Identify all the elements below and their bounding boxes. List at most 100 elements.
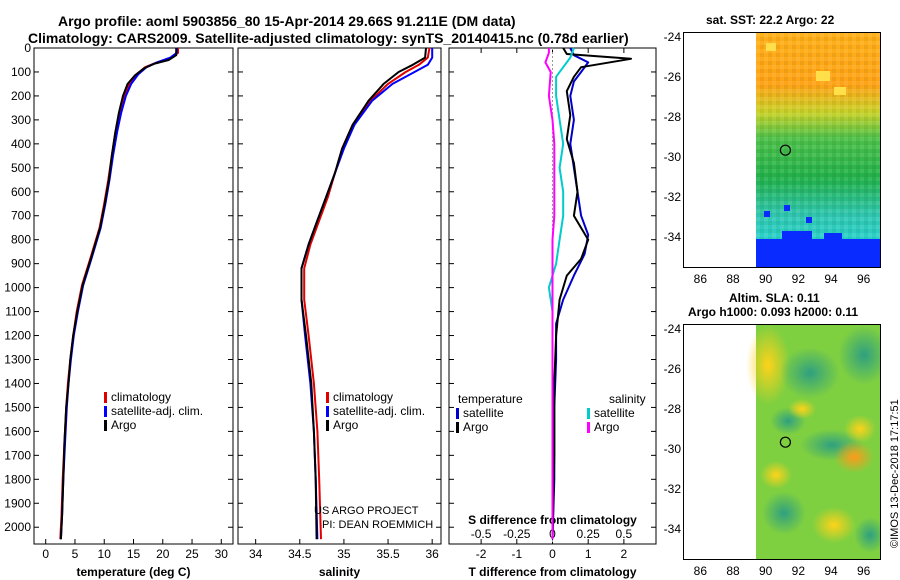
x-tick-label: 2 [621,547,628,561]
legend-item: satellite-adj. clim. [104,404,203,418]
sst-map-title: sat. SST: 22.2 Argo: 22 [706,13,835,27]
x-tick-label: 35 [337,547,351,561]
x-tick-label: 20 [156,547,170,561]
legend-item: Argo [326,418,425,432]
map-x-tick-label: 88 [726,564,740,578]
map-x-tick-label: 92 [792,564,806,578]
map-y-tick-label: -24 [664,30,682,44]
sla-map-title: Altim. SLA: 0.11 [729,291,820,305]
credit-pi: PI: DEAN ROEMMICH [322,519,434,531]
difference-legend-salinity: salinity satellite Argo [587,392,646,434]
x-axis-label: temperature (deg C) [76,565,190,579]
map-y-tick-label: -32 [664,482,682,496]
y-tick-label: 400 [11,137,31,151]
series-line-salinity-argo [544,48,556,540]
x-top-tick-label: 0.25 [577,527,601,541]
salinity-frame [237,47,442,545]
y-tick-label: 1000 [4,281,31,295]
y-tick-label: 500 [11,161,31,175]
salinity-legend: climatology satellite-adj. clim. Argo [326,390,425,432]
y-tick-label: 1600 [4,424,31,438]
x-tick-label: -1 [511,547,522,561]
figure-title-line1: Argo profile: aoml 5903856_80 15-Apr-201… [58,13,516,29]
map-y-tick-label: -24 [664,322,682,336]
x-tick-label: 0 [549,547,556,561]
temperature-legend: climatology satellite-adj. clim. Argo [104,390,203,432]
y-tick-label: 1400 [4,376,31,390]
y-tick-label: 1900 [4,496,31,510]
sla-map-heatmap [746,325,880,559]
sla-map-axes: 86 88 90 92 94 96 -24 -26 -28 -30 -32 -34 [664,322,871,578]
map-x-tick-label: 86 [694,272,708,286]
y-tick-label: 200 [11,89,31,103]
map-x-tick-label: 90 [759,272,773,286]
y-tick-label: 600 [11,185,31,199]
x-tick-label: 15 [127,547,141,561]
map-y-tick-label: -34 [664,522,682,536]
legend-item: climatology [104,390,203,404]
legend-title: temperature [458,392,523,406]
y-tick-label: 0 [24,41,31,55]
y-tick-label: 100 [11,65,31,79]
x-tick-label: -2 [476,547,487,561]
figure-title-line2: Climatology: CARS2009. Satellite-adjuste… [28,30,629,46]
sst-cold-patches [756,205,880,267]
x-tick-label: 1 [585,547,592,561]
y-tick-label: 300 [11,113,31,127]
series-line-argo [300,47,427,540]
sst-map-heatmap [756,33,880,267]
map-y-tick-label: -26 [664,362,682,376]
map-x-tick-label: 86 [694,564,708,578]
y-tick-label: 1300 [4,352,31,366]
temperature-frame [33,47,234,545]
series-line-temperature-argo [551,47,632,540]
sst-map-axes: 86 88 90 92 94 96 -24 -26 -28 -30 -32 -34 [664,30,871,286]
x-tick-label: 34 [249,547,263,561]
sst-warm-patches [766,43,846,95]
x-tick-label: 35.5 [376,547,400,561]
y-tick-label: 800 [11,233,31,247]
series-line-argo [59,48,178,540]
sla-map-subtitle: Argo h1000: 0.093 h2000: 0.11 [688,305,859,319]
x-top-tick-label: 0.5 [616,527,633,541]
y-tick-label: 1700 [4,448,31,462]
y-tick-label: 900 [11,257,31,271]
legend-item: satellite [587,406,646,420]
x-top-tick-label: -0.5 [471,527,492,541]
credit-imos: ©IMOS 13-Dec-2018 17:17:51 [889,399,900,548]
series-line-climatology [303,47,431,540]
map-y-tick-label: -30 [664,150,682,164]
map-x-tick-label: 88 [726,272,740,286]
map-x-tick-label: 92 [792,272,806,286]
y-tick-label: 1500 [4,400,31,414]
sst-map-panel [683,32,881,268]
y-tick-label: 1200 [4,329,31,343]
legend-item: satellite [456,406,523,420]
y-tick-label: 700 [11,209,31,223]
map-y-tick-label: -26 [664,70,682,84]
map-x-tick-label: 96 [857,272,871,286]
argo-position-marker [779,144,792,156]
map-x-tick-label: 94 [824,564,838,578]
x-tick-label: 10 [98,547,112,561]
salinity-panel: 34 34.5 35 35.5 36 salinity [237,47,442,579]
x-tick-label: 0 [42,547,49,561]
x-tick-label: 25 [185,547,199,561]
map-y-tick-label: -28 [664,110,682,124]
x-tick-label: 34.5 [288,547,312,561]
sla-map-panel [683,324,881,560]
map-x-tick-label: 90 [759,564,773,578]
x-axis-label: T difference from climatology [468,565,636,579]
temperature-panel: 0 5 10 15 20 25 300100200300400500600700800900… [4,41,234,579]
legend-item: Argo [587,420,646,434]
map-x-tick-label: 96 [857,564,871,578]
credit-project: US ARGO PROJECT [314,505,419,517]
legend-item: Argo [456,420,523,434]
map-y-tick-label: -28 [664,402,682,416]
legend-title: salinity [609,392,646,406]
y-tick-label: 1100 [5,305,31,319]
x-tick-label: 5 [72,547,79,561]
x-tick-label: 30 [215,547,229,561]
